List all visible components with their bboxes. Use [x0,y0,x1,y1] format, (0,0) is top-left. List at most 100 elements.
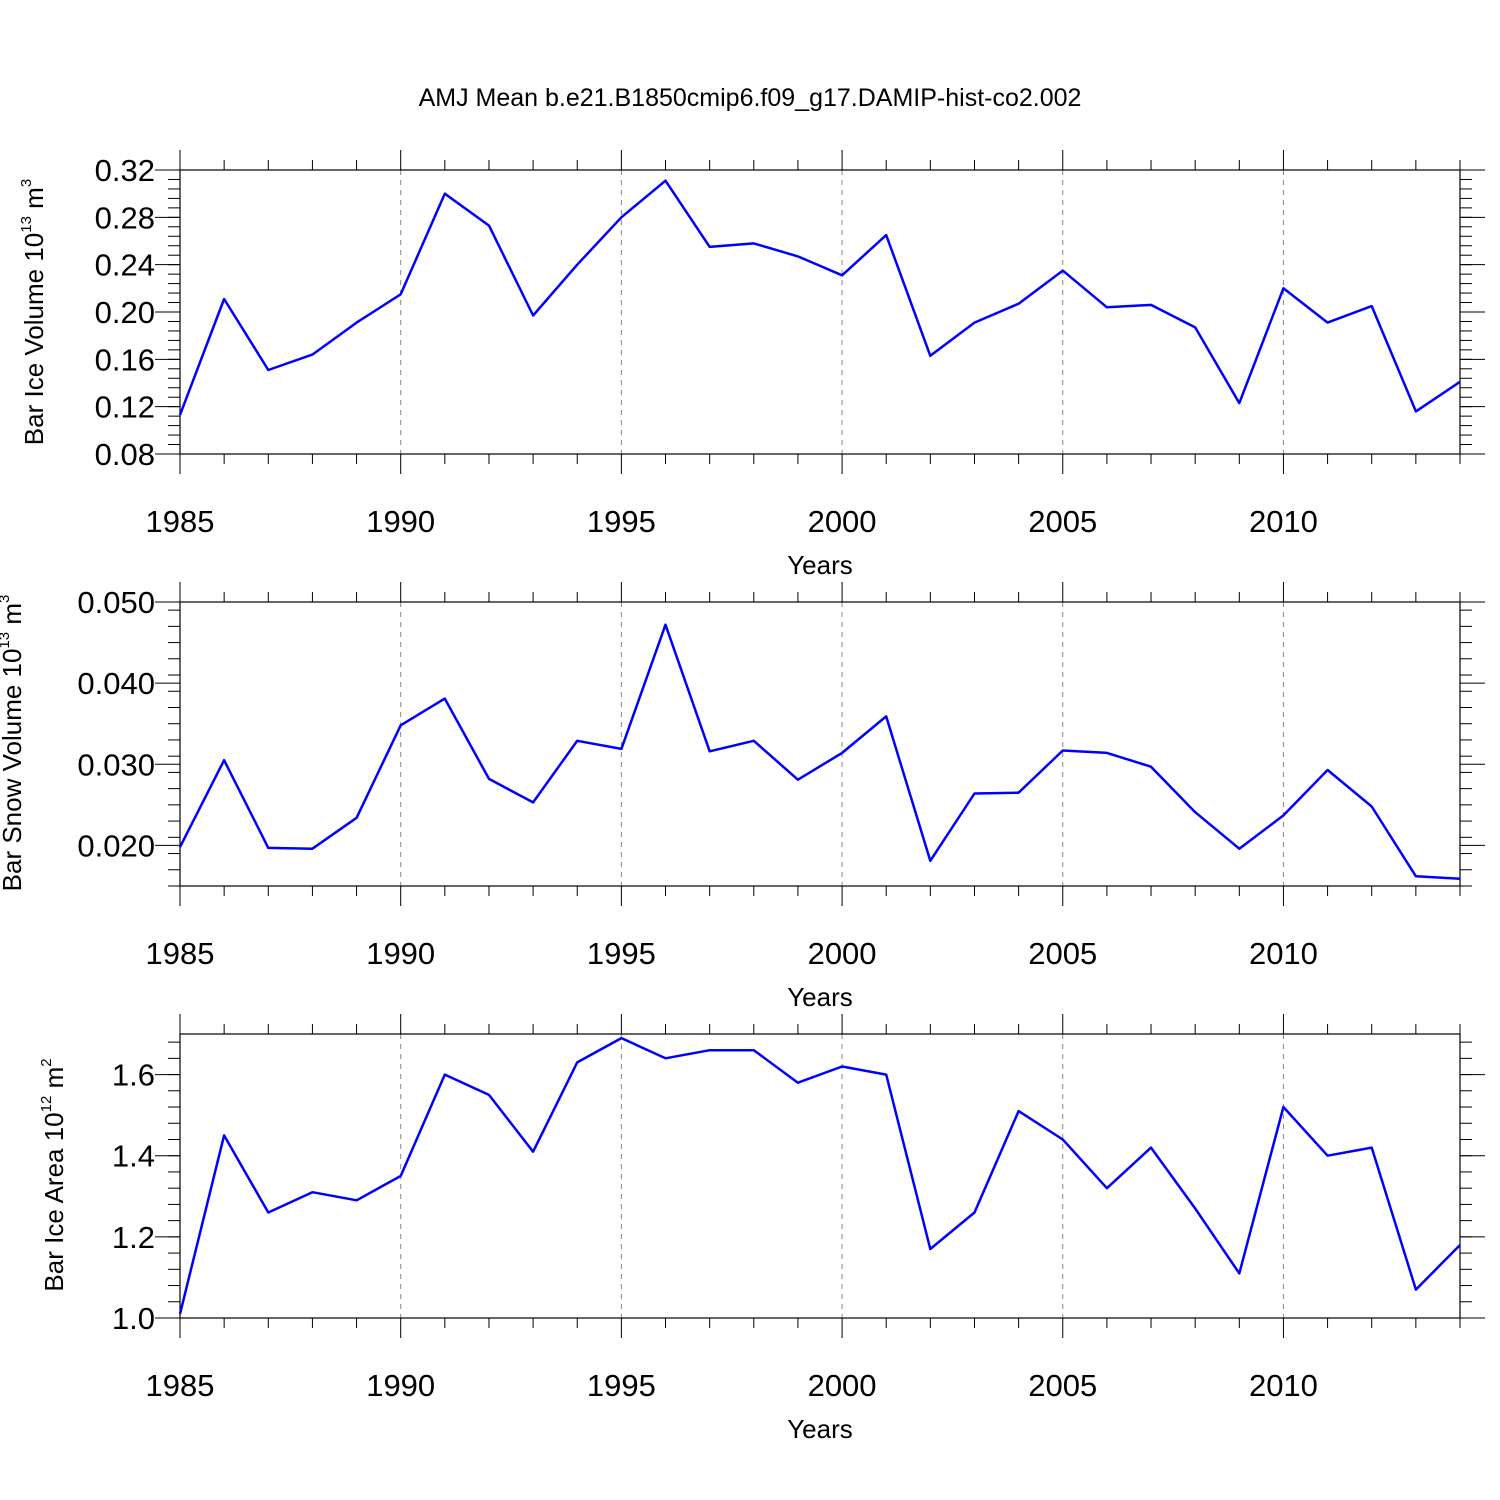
data-point [709,751,710,752]
y-tick-label: 0.16 [95,342,155,377]
data-point [842,752,843,753]
y-axis-label-unit-exponent: 3 [0,595,13,603]
data-point [488,778,489,779]
data-point [1415,1289,1416,1290]
data-point [753,1050,754,1051]
x-tick-label: 2005 [1028,504,1097,539]
data-point [1460,878,1461,879]
data-point [1283,1107,1284,1108]
data-point [797,779,798,780]
data-point [224,760,225,761]
data-point [312,354,313,355]
data-point [1151,1147,1152,1148]
data-point [709,246,710,247]
y-tick-label: 1.0 [112,1301,155,1336]
data-point [444,193,445,194]
data-point [1106,307,1107,308]
y-axis-label-text: Bar Snow Volume 10 [0,649,27,892]
series-line [178,179,1461,416]
y-tick-label: 0.040 [77,666,155,701]
data-point [577,1062,578,1063]
data-point [533,1151,534,1152]
data-point [577,740,578,741]
data-point [709,1050,710,1051]
data-point [444,1074,445,1075]
series-line [178,1036,1461,1315]
data-point [1018,1111,1019,1112]
x-tick-label: 2005 [1028,1368,1097,1403]
data-point [1106,752,1107,753]
data-point [1327,1155,1328,1156]
plot-frame [179,1033,1461,1319]
y-axis-label-unit-exponent: 2 [38,1058,55,1066]
data-point [1283,288,1284,289]
data-point [1415,876,1416,877]
x-tick-label: 1995 [587,504,656,539]
data-point [797,1082,798,1083]
y-tick-label: 0.050 [77,585,155,620]
x-axis-label: Years [787,1414,853,1444]
data-point [1371,806,1372,807]
y-axis-label-unit: m [19,187,49,216]
data-point [1195,327,1196,328]
data-point [842,275,843,276]
data-point [1239,848,1240,849]
y-tick-label: 1.6 [112,1058,155,1093]
y-tick-label: 0.20 [95,295,155,330]
y-axis-label-exponent: 13 [18,216,35,233]
data-point [577,264,578,265]
data-point [1195,1208,1196,1209]
data-point [1239,1273,1240,1274]
data-point [886,1074,887,1075]
data-point [930,1249,931,1250]
data-point [1283,815,1284,816]
data-point [930,355,931,356]
x-tick-label: 2005 [1028,936,1097,971]
data-point [1239,403,1240,404]
series-line [178,623,1461,880]
data-point [974,1212,975,1213]
data-point [665,180,666,181]
data-point [1018,792,1019,793]
x-axis-label: Years [787,550,853,580]
x-tick-label: 1995 [587,1368,656,1403]
data-point [356,817,357,818]
y-axis-label-text: Bar Ice Volume 10 [19,233,49,445]
data-point [930,860,931,861]
data-point [1460,381,1461,382]
data-point [268,847,269,848]
panel-ice-volume: 1985 1990 1995 2000 2005 2010 0.08 0.12 0.16 0.20… [18,150,1485,580]
data-point [1415,411,1416,412]
x-tick-label: 1990 [366,936,435,971]
data-point [886,716,887,717]
data-point [1151,766,1152,767]
data-point [621,748,622,749]
panel-ice-area: 1985 1990 1995 2000 2005 2010 1.0 1.2 1.4 1.6 Yea… [38,1014,1485,1444]
y-axis-label-text: Bar Ice Area 10 [39,1112,69,1291]
data-point [1195,812,1196,813]
data-point [533,315,534,316]
data-point [400,1176,401,1177]
x-tick-label: 2010 [1249,1368,1318,1403]
data-point [1151,304,1152,305]
data-point [753,740,754,741]
data-point [974,793,975,794]
data-point [488,1094,489,1095]
y-axis-label-exponent: 12 [38,1096,55,1113]
x-tick-label: 2000 [808,1368,877,1403]
data-point [665,624,666,625]
data-point [488,225,489,226]
x-tick-label: 1995 [587,936,656,971]
data-point [1062,270,1063,271]
data-point [797,256,798,257]
data-point [1327,322,1328,323]
y-tick-label: 0.24 [95,248,155,283]
y-tick-label: 0.28 [95,200,155,235]
x-tick-label: 1990 [366,504,435,539]
y-tick-label: 1.4 [112,1139,155,1174]
data-point [753,243,754,244]
x-tick-label: 2010 [1249,504,1318,539]
data-point [224,298,225,299]
x-tick-label: 1985 [146,1368,215,1403]
